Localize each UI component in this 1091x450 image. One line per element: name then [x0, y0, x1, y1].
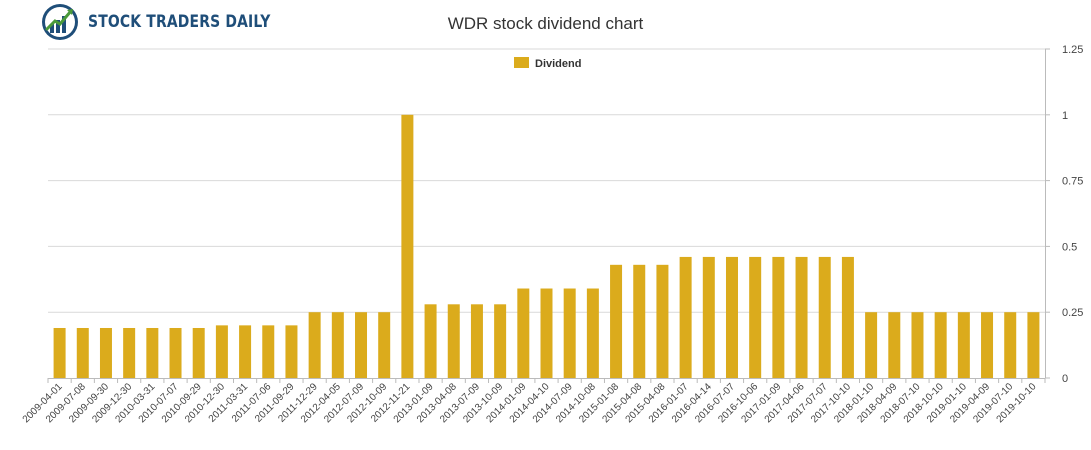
bar[interactable]: [169, 327, 182, 378]
bar[interactable]: [749, 256, 762, 378]
y-tick-label: 0: [1062, 373, 1068, 385]
bar[interactable]: [957, 312, 970, 378]
y-tick-label: 0.25: [1062, 307, 1083, 319]
bar[interactable]: [540, 288, 553, 378]
bar[interactable]: [76, 327, 89, 378]
logo-globe-icon: [42, 4, 78, 40]
bar[interactable]: [911, 312, 924, 378]
legend-swatch: [514, 57, 529, 68]
bar[interactable]: [262, 325, 275, 378]
bar[interactable]: [470, 304, 483, 378]
bar[interactable]: [99, 327, 112, 378]
bar[interactable]: [725, 256, 738, 378]
bar[interactable]: [192, 327, 205, 378]
bar[interactable]: [331, 312, 344, 378]
bar[interactable]: [656, 264, 669, 378]
legend-label[interactable]: Dividend: [535, 58, 581, 70]
bar[interactable]: [308, 312, 321, 378]
bar[interactable]: [215, 325, 228, 378]
bar[interactable]: [239, 325, 252, 378]
axes: [48, 49, 1046, 379]
bar[interactable]: [285, 325, 298, 378]
bars: [53, 114, 1040, 379]
bar[interactable]: [633, 264, 646, 378]
bar[interactable]: [702, 256, 715, 378]
y-tick-label: 0.75: [1062, 176, 1083, 188]
bar[interactable]: [563, 288, 576, 378]
bar[interactable]: [378, 312, 391, 378]
bar[interactable]: [934, 312, 947, 378]
legend: Dividend: [514, 57, 581, 70]
bar[interactable]: [424, 304, 437, 378]
bar[interactable]: [494, 304, 507, 378]
y-tick-label: 1.25: [1062, 44, 1083, 56]
bar[interactable]: [818, 256, 831, 378]
y-tick-label: 1: [1062, 110, 1068, 122]
chart-title: WDR stock dividend chart: [447, 14, 644, 33]
bar[interactable]: [679, 256, 692, 378]
bar[interactable]: [888, 312, 901, 378]
bar[interactable]: [355, 312, 368, 378]
bar[interactable]: [610, 264, 623, 378]
y-axis-ticks: 0 0.25 0.5 0.75 1 1.25: [1045, 44, 1083, 385]
bar[interactable]: [795, 256, 808, 378]
bar[interactable]: [586, 288, 599, 378]
bar[interactable]: [772, 256, 785, 378]
bar[interactable]: [146, 327, 159, 378]
bar[interactable]: [517, 288, 530, 378]
bar[interactable]: [841, 256, 854, 378]
bar[interactable]: [1004, 312, 1017, 378]
bar[interactable]: [401, 114, 414, 379]
bar[interactable]: [1027, 312, 1040, 378]
bar[interactable]: [447, 304, 460, 378]
brand-logo[interactable]: STOCK TRADERS DAILY: [40, 2, 311, 42]
bar[interactable]: [123, 327, 136, 378]
bar[interactable]: [865, 312, 878, 378]
bar[interactable]: [53, 327, 66, 378]
bar[interactable]: [981, 312, 994, 378]
x-axis-ticks: 2009-04-012009-07-082009-09-302009-12-30…: [21, 378, 1046, 425]
grid-lines: [48, 48, 1045, 313]
y-tick-label: 0.5: [1062, 241, 1077, 253]
brand-name: STOCK TRADERS DAILY: [88, 12, 271, 32]
